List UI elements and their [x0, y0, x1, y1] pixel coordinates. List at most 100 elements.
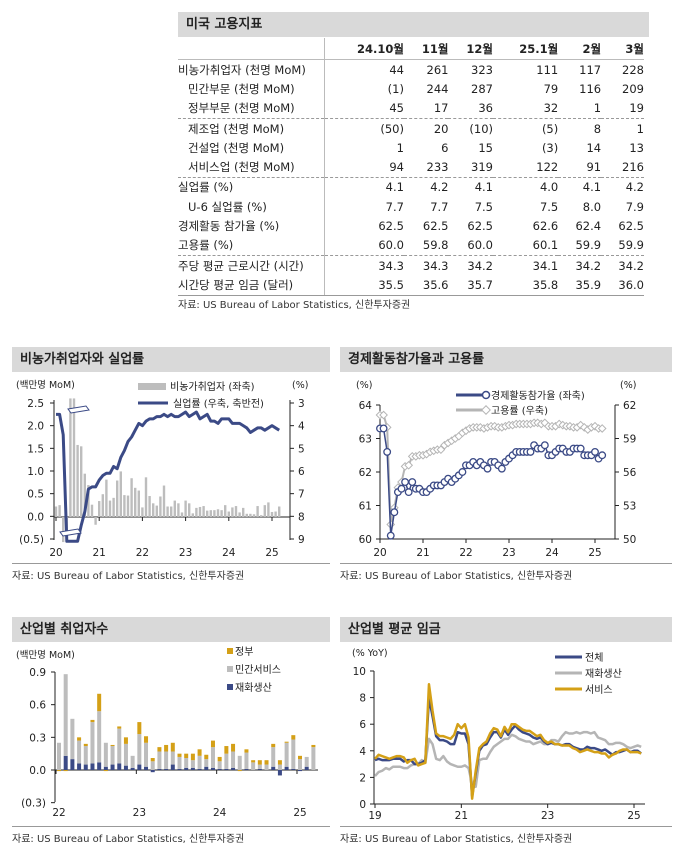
chart1-bar	[137, 490, 140, 517]
chart3-bar-services	[224, 753, 229, 769]
chart1-ytick-right: 3	[298, 398, 305, 410]
row-label: 비농가취업자 (천명 MoM)	[178, 59, 325, 80]
chart1-ytick-left: 1.5	[27, 443, 44, 455]
chart4-ytick: 8	[359, 693, 366, 705]
chart2-employment-rate-point	[404, 460, 414, 470]
chart1-bar	[184, 500, 187, 517]
chart1-bar	[252, 514, 256, 517]
chart1-ytick-right: 6	[298, 466, 305, 478]
chart3-bar-government	[123, 737, 128, 744]
column-header: 3월	[601, 38, 644, 60]
chart1-unemployment-line	[56, 410, 280, 543]
chart1-bar	[112, 497, 115, 517]
chart1-bar	[274, 511, 277, 517]
chart1-bar	[144, 477, 148, 517]
chart2-source: 자료: US Bureau of Labor Statistics, 신한투자증…	[340, 563, 672, 582]
cell-value: 36.0	[601, 275, 644, 296]
cell-value: 7.7	[385, 199, 404, 214]
chart1-bar	[58, 505, 61, 517]
chart3-ytick: 0.3	[29, 732, 46, 744]
chart3-bar-goods	[217, 768, 222, 770]
chart1-bar	[141, 507, 144, 517]
chart2-ytick-left: 62	[359, 467, 372, 479]
table-row: 민간부문 (천명 MoM) (1) 244 287 79 116 209	[178, 79, 644, 99]
row-label: 민간부문 (천명 MoM)	[178, 79, 325, 99]
cell-value: 4.2	[403, 176, 449, 198]
chart3-bar-government	[217, 756, 222, 762]
chart3-bar-services	[291, 739, 296, 769]
chart1-bar	[220, 510, 223, 517]
chart3-ytick: 0.9	[29, 667, 46, 679]
cell-value: 60.0	[467, 238, 493, 253]
chart3-bar-government	[117, 726, 122, 729]
row-label: 서비스업 (천명 MoM)	[178, 157, 325, 178]
chart3-bar-government	[137, 722, 142, 735]
table-row: 주당 평균 근로시간 (시간) 34.3 34.3 34.2 34.1 34.2 34.2	[178, 254, 644, 276]
chart1-bar	[69, 398, 72, 517]
cell-value: 216	[622, 160, 644, 175]
chart2-employment-rate-point	[597, 424, 607, 433]
cell-value: 79	[543, 81, 559, 96]
chart3-bar-goods	[224, 768, 229, 770]
table-row: 시간당 평균 임금 (달러) 35.5 35.6 35.7 35.8 35.9 36.0	[178, 275, 644, 296]
chart3-bar-government	[177, 753, 182, 757]
cell-value: 117	[579, 62, 602, 77]
chart1-ytick-right: 8	[298, 511, 305, 523]
chart1-bar	[198, 506, 202, 517]
chart2-ytick-left: 64	[359, 400, 373, 412]
chart3-ytick: 0.6	[29, 700, 46, 712]
row-label: 정부부문 (천명 MoM)	[178, 98, 325, 119]
cell-value: 34.3	[403, 254, 449, 276]
row-label: 경제활동 참가율 (%)	[178, 216, 325, 236]
chart3-bar-goods	[90, 763, 95, 770]
cell-value: 244	[426, 81, 449, 96]
chart1-ytick-right: 5	[298, 443, 305, 455]
chart2-participation-point	[401, 478, 410, 486]
chart3-bar-government	[197, 749, 202, 756]
chart1-xtick: 20	[49, 547, 62, 559]
chart3-bar-services	[277, 764, 282, 770]
chart3-bar-government	[284, 741, 289, 743]
chart1-bar	[108, 500, 112, 517]
chart1-bar	[234, 506, 238, 517]
chart3-bar-government	[150, 758, 155, 762]
chart3-bar-goods	[304, 766, 309, 770]
axis-break-icon	[59, 528, 82, 537]
chart1-bar	[87, 485, 90, 517]
chart1-bar	[98, 501, 101, 517]
chart3-bar-government	[57, 770, 61, 772]
chart1-bar	[130, 478, 133, 517]
chart3-bar-goods	[157, 768, 162, 770]
chart1-bar	[242, 507, 245, 517]
chart2-xtick: 22	[459, 547, 472, 559]
chart1-bar	[159, 496, 162, 517]
chart2-ytick-right: 62	[623, 400, 636, 412]
cell-value: 59.8	[422, 238, 449, 253]
chart1-ytick-left: 2.0	[27, 421, 44, 433]
chart3-bar-government	[298, 755, 302, 760]
chart4-ytick: 0	[359, 799, 366, 811]
cell-value: 35.9	[558, 275, 602, 296]
chart1-xtick: 22	[136, 547, 149, 559]
chart3-bar-goods	[190, 767, 195, 770]
chart3-bar-goods	[284, 766, 289, 770]
chart2-participation-point	[397, 484, 406, 493]
employment-indicators-table: 24.10월 11월 12월 25.1월 2월 3월 비농가취업자 (천명 MoM) 44 2…	[178, 38, 644, 296]
chart1-bar	[155, 505, 158, 517]
chart3-bar-services	[123, 743, 128, 766]
chart3-bar-services	[150, 761, 155, 770]
cell-value: 45	[389, 101, 404, 116]
chart4-ylabel: (% YoY)	[352, 648, 388, 659]
chart3-bar-government	[257, 760, 262, 765]
chart3-bar-government	[291, 735, 296, 740]
cell-value: 1	[593, 101, 602, 116]
chart3-bar-services	[217, 761, 222, 769]
chart1-ytick-left: 2.5	[27, 398, 44, 410]
chart3-title: 산업별 취업자수	[12, 617, 330, 642]
cell-value: 111	[536, 62, 559, 77]
chart1-title: 비농가취업자와 실업률	[12, 347, 330, 372]
cell-value: 91	[586, 160, 602, 175]
chart1-bar	[267, 502, 270, 517]
chart3-bar-services	[210, 747, 215, 768]
chart4-ytick: 10	[353, 666, 366, 678]
